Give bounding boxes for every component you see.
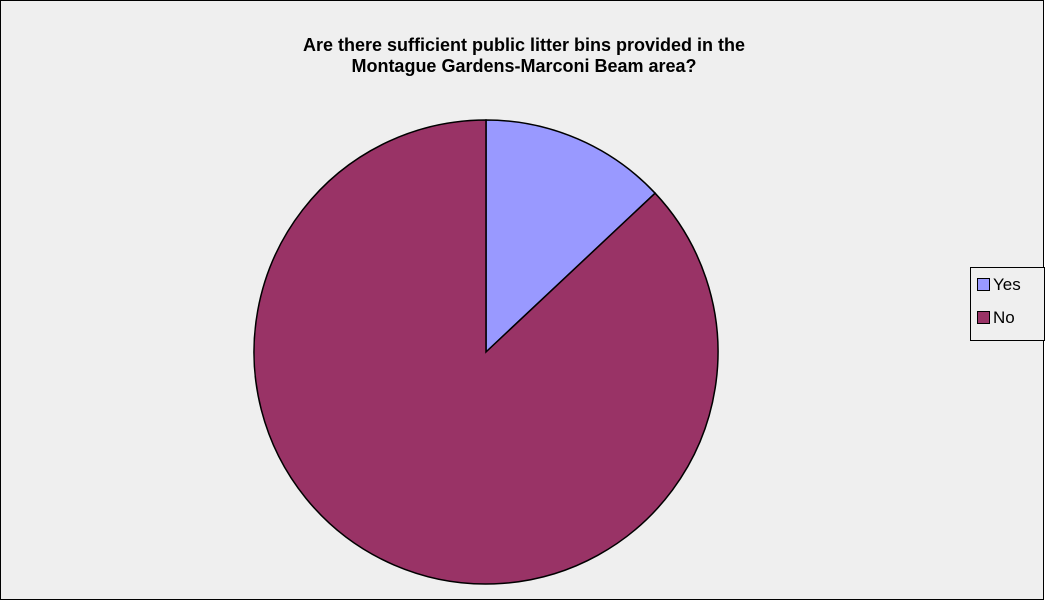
- pie-slice-no: [253, 119, 719, 585]
- chart-title-line-2: Montague Gardens-Marconi Beam area?: [351, 56, 697, 76]
- legend-label-yes: Yes: [993, 275, 1021, 294]
- legend: Yes No: [970, 267, 1045, 341]
- legend-swatch-yes: [977, 278, 990, 292]
- legend-label-no: No: [993, 308, 1015, 327]
- legend-swatch-no: [977, 311, 990, 325]
- chart-title-line-1: Are there sufficient public litter bins …: [302, 35, 746, 55]
- legend-item-yes: Yes: [977, 275, 1021, 295]
- chart-title: Are there sufficient public litter bins …: [1, 35, 1046, 77]
- pie-slice-yes: [485, 119, 657, 354]
- legend-item-no: No: [977, 308, 1015, 328]
